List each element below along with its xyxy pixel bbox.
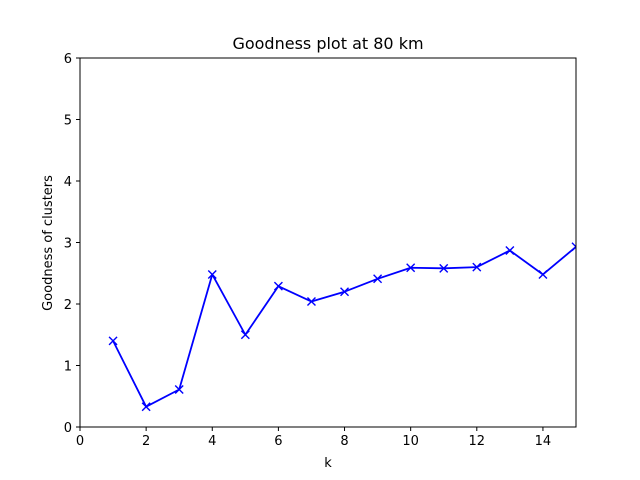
data-point-marker xyxy=(306,297,316,307)
data-point-marker xyxy=(406,263,416,273)
data-point-marker xyxy=(472,262,482,272)
x-tick-label: 12 xyxy=(469,434,486,449)
y-tick-label: 0 xyxy=(64,421,72,436)
y-tick-label: 1 xyxy=(64,360,72,375)
data-point-marker xyxy=(505,246,515,255)
y-tick-label: 3 xyxy=(64,237,72,252)
x-tick-label: 6 xyxy=(274,434,282,449)
x-tick-label: 10 xyxy=(402,434,419,449)
data-point-marker xyxy=(571,242,576,252)
data-point-marker xyxy=(340,287,350,297)
data-point-marker xyxy=(141,402,151,412)
data-point-marker xyxy=(207,269,217,279)
data-point-marker xyxy=(240,330,250,340)
chart-title: Goodness plot at 80 km xyxy=(232,34,423,53)
x-tick-label: 0 xyxy=(76,434,84,449)
y-tick-label: 6 xyxy=(64,52,72,67)
x-axis-label: k xyxy=(324,456,332,471)
x-tick-label: 14 xyxy=(535,434,552,449)
y-tick-label: 2 xyxy=(64,298,72,313)
x-tick-label: 2 xyxy=(142,434,150,449)
y-axis-label: Goodness of clusters xyxy=(41,175,56,311)
data-point-marker xyxy=(108,336,118,346)
x-tick-label: 4 xyxy=(208,434,216,449)
data-point-marker xyxy=(273,281,283,291)
series-group xyxy=(108,242,576,412)
data-point-marker xyxy=(174,384,184,394)
data-point-marker xyxy=(538,269,548,279)
data-point-marker xyxy=(373,274,383,284)
data-point-marker xyxy=(439,263,449,273)
y-tick-label: 5 xyxy=(64,114,72,129)
y-tick-label: 4 xyxy=(64,175,72,190)
x-tick-label: 8 xyxy=(340,434,348,449)
